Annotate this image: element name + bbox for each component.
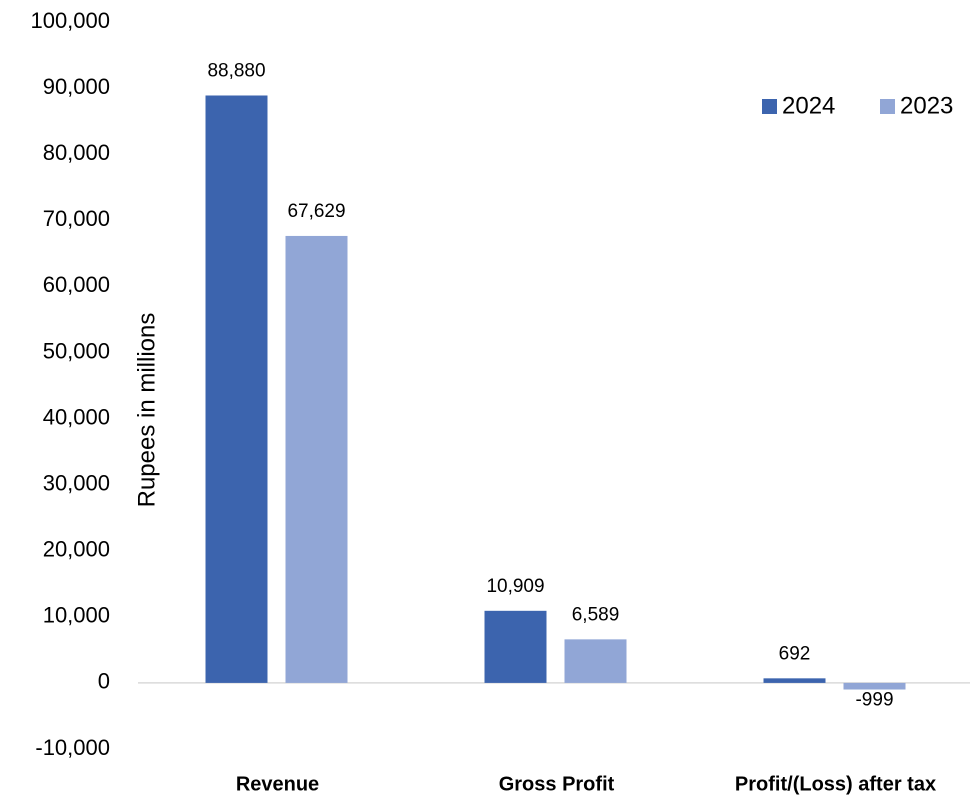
- legend-swatch: [880, 99, 895, 114]
- bar: [484, 610, 547, 683]
- y-tick-label: 100,000: [30, 8, 110, 33]
- legend-swatch: [762, 99, 777, 114]
- data-label: 67,629: [287, 201, 345, 222]
- y-tick-label: 20,000: [43, 537, 110, 562]
- y-axis-title: Rupees in millions: [133, 313, 160, 508]
- legend-label: 2023: [900, 92, 953, 119]
- y-tick-label: 10,000: [43, 603, 110, 628]
- y-tick-label: 0: [98, 669, 110, 694]
- bar: [205, 95, 268, 683]
- data-label: 88,880: [207, 61, 265, 82]
- x-tick-label: Profit/(Loss) after tax: [735, 773, 936, 795]
- data-label: -999: [855, 689, 893, 710]
- y-tick-label: 40,000: [43, 404, 110, 429]
- data-label: 692: [779, 643, 811, 664]
- y-tick-label: 80,000: [43, 140, 110, 165]
- y-tick-label: -10,000: [35, 735, 110, 760]
- data-label: 6,589: [572, 604, 620, 625]
- data-label: 10,909: [486, 576, 544, 597]
- y-tick-label: 90,000: [43, 74, 110, 99]
- y-tick-label: 60,000: [43, 272, 110, 297]
- x-tick-label: Gross Profit: [499, 773, 615, 795]
- y-tick-label: 50,000: [43, 338, 110, 363]
- legend-label: 2024: [782, 92, 835, 119]
- y-tick-label: 30,000: [43, 470, 110, 495]
- bar: [843, 682, 906, 690]
- bar: [285, 235, 348, 683]
- bar: [564, 639, 627, 683]
- y-tick-label: 70,000: [43, 206, 110, 231]
- bar: [763, 678, 826, 683]
- x-tick-label: Revenue: [236, 773, 319, 795]
